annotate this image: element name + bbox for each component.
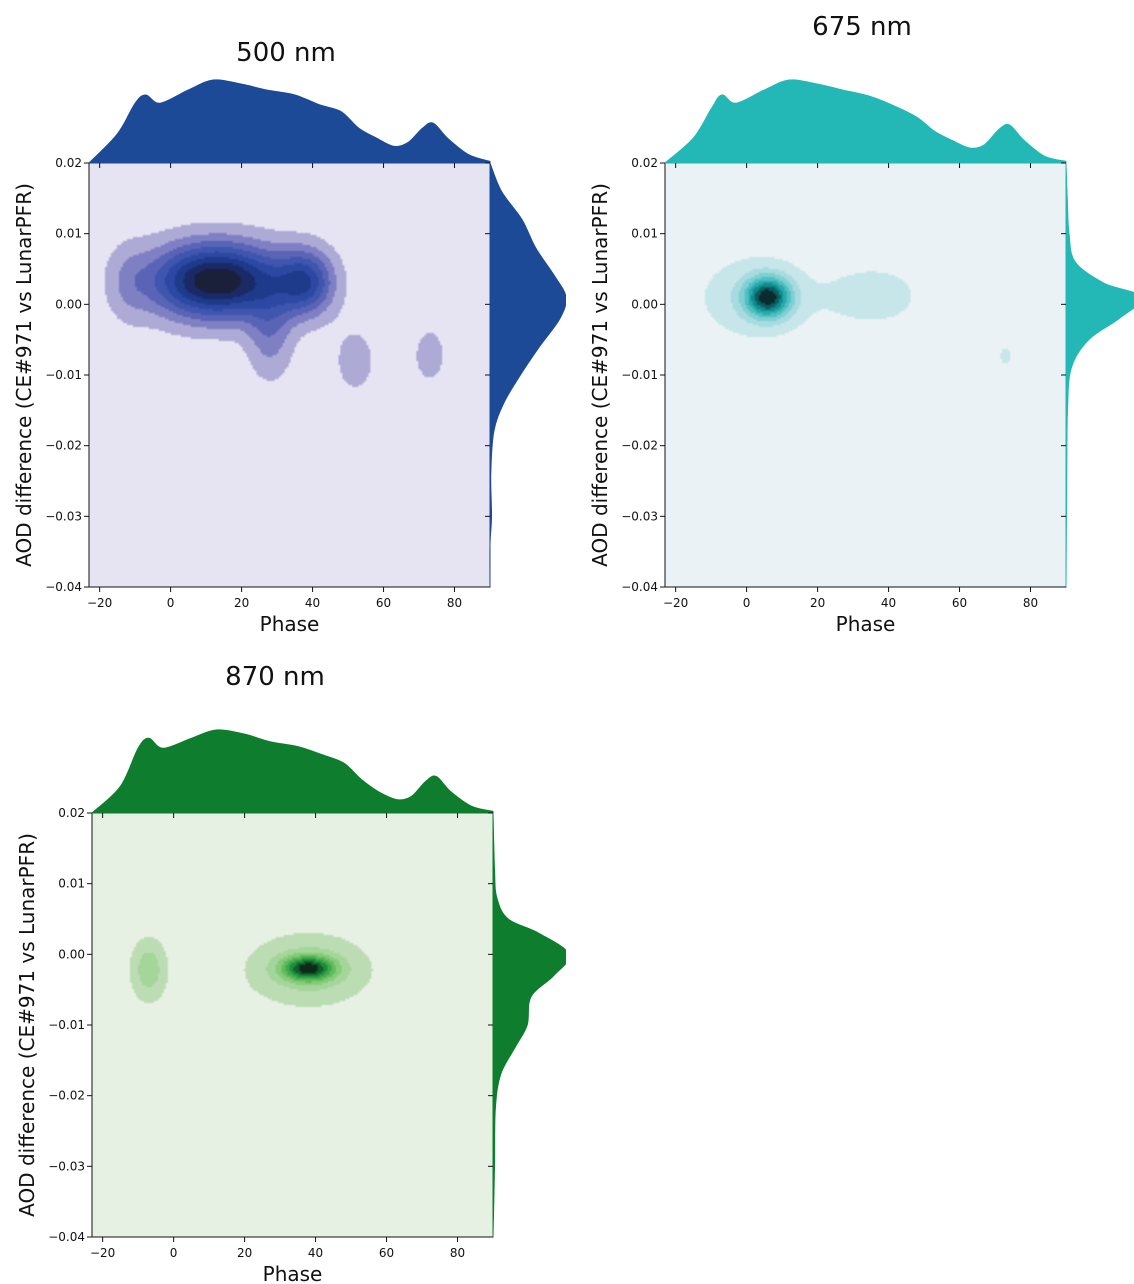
y-marginal-density — [1065, 162, 1134, 588]
y-tick-label: −0.03 — [48, 1159, 85, 1173]
y-tick-label: 0.00 — [58, 947, 85, 961]
x-tick-label: 0 — [167, 596, 175, 610]
chart-title: 870 nm — [225, 662, 325, 692]
y-marginal-density — [489, 162, 566, 588]
y-tick-label: −0.01 — [48, 1018, 85, 1032]
x-tick-label: 40 — [305, 596, 320, 610]
x-axis-label: Phase — [263, 1262, 323, 1284]
chart-title: 675 nm — [812, 12, 912, 42]
joint-plot: −20 0 20 40 60 80 −0.04 −0.03 −0.02 −0.01 0.00 0.01… — [588, 79, 1134, 634]
x-marginal-density — [87, 79, 491, 164]
y-tick-label: 0.00 — [631, 297, 658, 311]
y-tick-label: −0.04 — [48, 1230, 85, 1244]
y-tick-label: −0.02 — [48, 1089, 85, 1103]
y-tick-label: −0.02 — [45, 439, 82, 453]
x-axis-label: Phase — [260, 612, 320, 634]
x-marginal-density — [90, 729, 494, 814]
x-axis-label: Phase — [836, 612, 896, 634]
x-tick-label: 80 — [450, 1246, 465, 1260]
x-tick-label: 80 — [1023, 596, 1038, 610]
chart-title: 500 nm — [236, 38, 336, 68]
x-tick-label: 60 — [376, 596, 391, 610]
y-tick-label: 0.01 — [58, 877, 85, 891]
x-tick-label: 80 — [447, 596, 462, 610]
y-tick-label: 0.00 — [55, 297, 82, 311]
y-tick-label: −0.03 — [45, 509, 82, 523]
x-tick-label: 40 — [308, 1246, 323, 1260]
y-tick-label: −0.01 — [45, 368, 82, 382]
y-tick-label: −0.02 — [621, 439, 658, 453]
joint-plot: −20 0 20 40 60 80 −0.04 −0.03 −0.02 −0.01 0.00 0.01… — [15, 729, 566, 1284]
y-tick-label: 0.02 — [631, 156, 658, 170]
y-tick-label: −0.03 — [621, 509, 658, 523]
y-axis-label: AOD difference (CE#971 vs LunarPFR) — [588, 183, 612, 567]
x-tick-label: 60 — [379, 1246, 394, 1260]
y-tick-label: 0.02 — [55, 156, 82, 170]
y-tick-label: 0.01 — [631, 227, 658, 241]
y-marginal-density — [492, 812, 566, 1238]
y-tick-label: 0.01 — [55, 227, 82, 241]
x-tick-label: −20 — [87, 596, 112, 610]
kde-contour-bands — [89, 163, 490, 587]
y-axis-label: AOD difference (CE#971 vs LunarPFR) — [12, 183, 36, 567]
kde-contour-bands — [92, 813, 493, 1237]
x-tick-label: −20 — [90, 1246, 115, 1260]
x-tick-label: 0 — [170, 1246, 178, 1260]
x-tick-label: 20 — [234, 596, 249, 610]
joint-plot: −20 0 20 40 60 80 −0.04 −0.03 −0.02 −0.01 0.00 0.01… — [12, 79, 566, 634]
x-marginal-density — [663, 79, 1067, 164]
y-tick-label: −0.04 — [621, 580, 658, 594]
y-axis-label: AOD difference (CE#971 vs LunarPFR) — [15, 833, 39, 1217]
y-tick-label: −0.04 — [45, 580, 82, 594]
x-tick-label: 40 — [881, 596, 896, 610]
y-tick-label: 0.02 — [58, 806, 85, 820]
x-tick-label: 20 — [810, 596, 825, 610]
x-tick-label: 0 — [743, 596, 751, 610]
x-tick-label: 60 — [952, 596, 967, 610]
x-tick-label: −20 — [663, 596, 688, 610]
kde-contour-bands — [665, 163, 1066, 587]
y-tick-label: −0.01 — [621, 368, 658, 382]
x-tick-label: 20 — [237, 1246, 252, 1260]
